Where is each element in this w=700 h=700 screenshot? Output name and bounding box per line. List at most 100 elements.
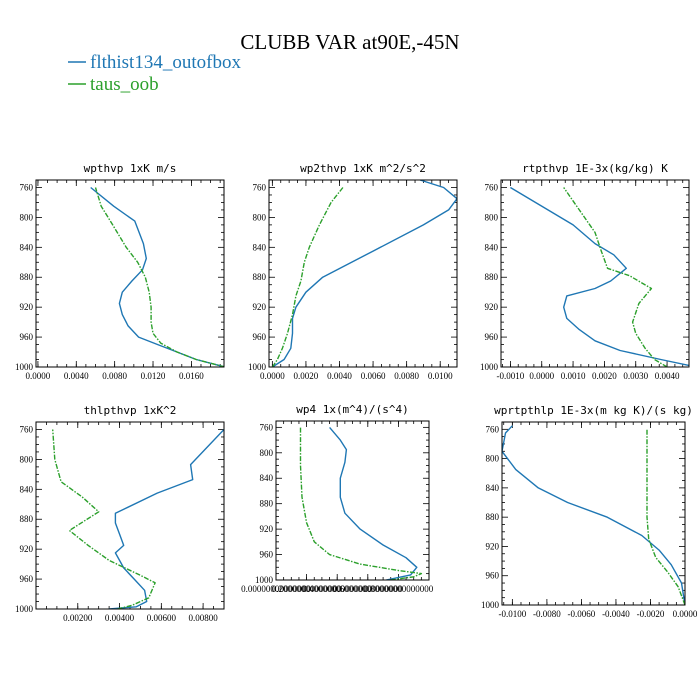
xtick-label: 0.20000000000000 bbox=[272, 584, 342, 594]
xtick-label: 0.0080 bbox=[394, 371, 419, 381]
figure-title: CLUBB VAR at90E,-45N bbox=[240, 30, 459, 54]
ytick-label: 800 bbox=[486, 454, 500, 464]
ytick-label: 840 bbox=[20, 242, 34, 252]
xtick-label: 0.0080 bbox=[102, 371, 127, 381]
ytick-label: 760 bbox=[20, 182, 34, 192]
ytick-label: 840 bbox=[260, 473, 274, 483]
xtick-label: 0.0020 bbox=[592, 371, 617, 381]
panel-title-wp2thvp: wp2thvp 1xK m^2/s^2 bbox=[300, 162, 426, 175]
ytick-label: 920 bbox=[486, 541, 500, 551]
ytick-label: 760 bbox=[485, 182, 499, 192]
legend-label-flthist: flthist134_outofbox bbox=[90, 52, 241, 73]
ytick-label: 920 bbox=[20, 544, 34, 554]
plot-frame bbox=[500, 179, 690, 368]
ytick-label: 800 bbox=[253, 212, 267, 222]
ytick-label: 840 bbox=[253, 242, 267, 252]
panel-wp2thvp: wp2thvp 1xK m^2/s^2 760 800 840 880 920 960 100… bbox=[248, 162, 458, 381]
xtick-label: -0.0040 bbox=[602, 609, 630, 619]
ytick-label: 1000 bbox=[248, 362, 267, 372]
ytick-label: 920 bbox=[20, 302, 34, 312]
panel-grid: wpthvp 1xK m/s76080084088092096010000.00… bbox=[15, 162, 698, 623]
panel-title-wp4: wp4 1x(m^4)/(s^4) bbox=[296, 403, 409, 416]
xtick-label: 0.0020 bbox=[294, 371, 319, 381]
xtick-label: 0.00400 bbox=[105, 613, 135, 623]
xtick-label: 0.0000 bbox=[673, 609, 698, 619]
xtick-label: 0.0040 bbox=[655, 371, 680, 381]
ytick-label: 880 bbox=[20, 272, 34, 282]
series-line-taus bbox=[52, 429, 156, 609]
ytick-label: 1000 bbox=[255, 575, 274, 585]
xtick-label: 0.0060 bbox=[361, 371, 386, 381]
series-line-flthist bbox=[109, 429, 224, 609]
ytick-label: 880 bbox=[485, 272, 499, 282]
series-line-flthist bbox=[510, 186, 689, 367]
ytick-label: 1000 bbox=[480, 362, 499, 372]
xtick-label: 0.00000000000000 bbox=[241, 584, 311, 594]
ytick-label: 960 bbox=[486, 571, 500, 581]
series-line-taus bbox=[94, 187, 224, 367]
ytick-label: 1000 bbox=[481, 600, 500, 610]
ytick-label: 880 bbox=[486, 512, 500, 522]
series-line-flthist bbox=[90, 186, 224, 367]
xtick-label: -0.0010 bbox=[497, 371, 525, 381]
ytick-label: 880 bbox=[253, 272, 267, 282]
xtick-label: 0.0000 bbox=[26, 371, 51, 381]
panel-rtpthvp: rtpthvp 1E-3x(kg/kg) K 760 800 840 880 920 960… bbox=[480, 162, 690, 381]
series-line-taus bbox=[646, 429, 685, 605]
plot-frame bbox=[501, 421, 686, 606]
xtick-label: 0.80000000000000 bbox=[364, 584, 434, 594]
ytick-label: 760 bbox=[20, 424, 34, 434]
series-line-flthist bbox=[329, 426, 418, 580]
ytick-label: 840 bbox=[485, 242, 499, 252]
xtick-label: 0.00600 bbox=[147, 613, 177, 623]
ytick-label: 880 bbox=[20, 514, 34, 524]
ytick-label: 920 bbox=[253, 302, 267, 312]
ytick-label: 920 bbox=[485, 302, 499, 312]
ytick-label: 760 bbox=[486, 424, 500, 434]
ytick-label: 920 bbox=[260, 524, 274, 534]
panel-title-thlpthvp: thlpthvp 1xK^2 bbox=[84, 404, 177, 417]
ytick-label: 1000 bbox=[15, 604, 34, 614]
xtick-label: 0.0160 bbox=[179, 371, 204, 381]
xtick-label: -0.0080 bbox=[533, 609, 561, 619]
panel-title-wpthvp: wpthvp 1xK m/s bbox=[84, 162, 177, 175]
xtick-label: 0.0030 bbox=[623, 371, 648, 381]
series-line-taus bbox=[563, 187, 668, 367]
ytick-label: 960 bbox=[253, 332, 267, 342]
panel-wprtpthlp: wprtpthlp 1E-3x(m kg K)/(s kg) 760 800 840 8… bbox=[481, 404, 698, 619]
ytick-label: 840 bbox=[486, 483, 500, 493]
ytick-label: 800 bbox=[485, 212, 499, 222]
xtick-label: 0.60000000000000 bbox=[333, 584, 403, 594]
xtick-label: 0.0040 bbox=[327, 371, 352, 381]
ytick-label: 960 bbox=[260, 550, 274, 560]
xtick-label: 0.0000 bbox=[260, 371, 285, 381]
ytick-label: 800 bbox=[260, 448, 274, 458]
xtick-label: -0.0100 bbox=[498, 609, 526, 619]
xtick-label: -0.0060 bbox=[568, 609, 596, 619]
ytick-label: 840 bbox=[20, 484, 34, 494]
ytick-label: 760 bbox=[253, 182, 267, 192]
ytick-label: 800 bbox=[20, 454, 34, 464]
legend-label-taus: taus_oob bbox=[90, 74, 159, 95]
plot-frame bbox=[268, 179, 458, 368]
panel-thlpthvp: thlpthvp 1xK^2 760 800 840 880 920 960 1000 0.00… bbox=[15, 404, 225, 623]
plot-frame bbox=[275, 420, 430, 581]
xtick-label: 0.0100 bbox=[428, 371, 453, 381]
series-line-taus bbox=[299, 427, 423, 580]
xtick-label: -0.0020 bbox=[637, 609, 665, 619]
legend-item-taus: taus_oob bbox=[68, 74, 159, 95]
ytick-label: 1000 bbox=[15, 362, 34, 372]
xtick-label: 0.0040 bbox=[64, 371, 89, 381]
panel-wpthvp: wpthvp 1xK m/s76080084088092096010000.00… bbox=[15, 162, 225, 381]
xtick-label: 0.40000000000000 bbox=[302, 584, 372, 594]
ytick-label: 960 bbox=[20, 332, 34, 342]
plot-frame bbox=[35, 179, 225, 368]
xtick-label: 0.00800 bbox=[188, 613, 218, 623]
series-line-taus bbox=[271, 187, 344, 367]
panel-title-wprtpthlp: wprtpthlp 1E-3x(m kg K)/(s kg) bbox=[494, 404, 693, 417]
legend: flthist134_outofbox taus_oob bbox=[68, 52, 241, 95]
xtick-label: 0.0010 bbox=[561, 371, 586, 381]
panel-title-rtpthvp: rtpthvp 1E-3x(kg/kg) K bbox=[522, 162, 668, 175]
series-line-flthist bbox=[272, 180, 457, 367]
